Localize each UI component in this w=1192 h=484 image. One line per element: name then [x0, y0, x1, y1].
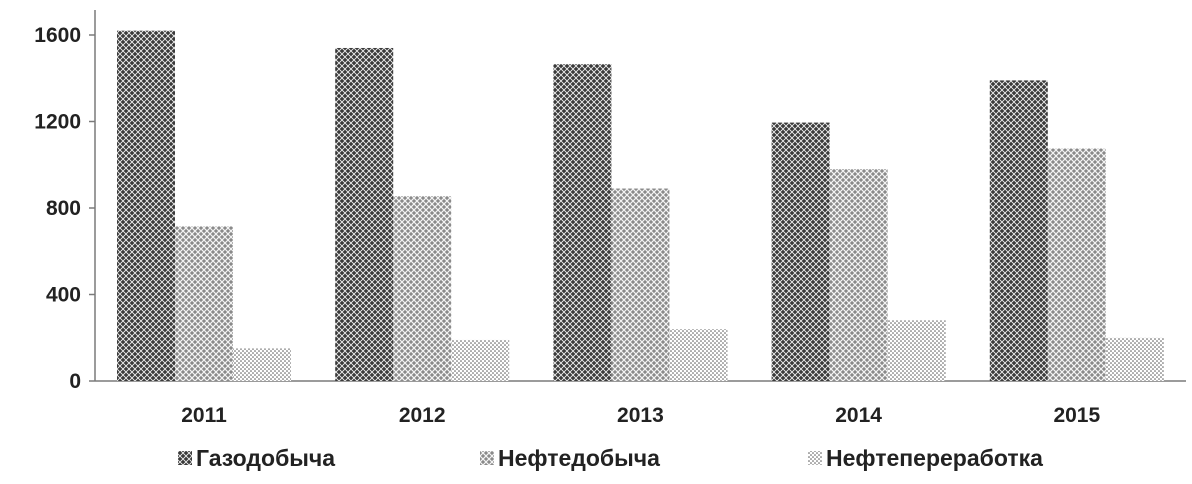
- legend-label: Нефтепереработка: [826, 445, 1043, 471]
- legend-label: Газодобыча: [196, 445, 335, 471]
- bar-2-2015: [1047, 148, 1106, 381]
- bar-1-2013: [553, 64, 612, 381]
- legend-swatch: [480, 451, 494, 465]
- bar-2-2012: [393, 196, 452, 381]
- legend-swatch: [178, 451, 192, 465]
- legend-label: Нефтедобыча: [498, 445, 660, 471]
- bar-3-2015: [1105, 337, 1164, 381]
- legend-swatch: [808, 451, 822, 465]
- y-tick-label: 800: [46, 197, 81, 220]
- bar-3-2013: [669, 329, 728, 381]
- bar-2-2013: [611, 188, 670, 381]
- y-tick-label: 400: [46, 284, 81, 307]
- bar-1-2014: [771, 122, 830, 382]
- bar-3-2012: [451, 339, 510, 381]
- bar-1-2011: [117, 30, 175, 382]
- y-tick-label: 1200: [34, 111, 81, 134]
- x-tick-label: 2011: [181, 404, 227, 427]
- bar-1-2012: [335, 47, 394, 381]
- x-tick-label: 2013: [617, 404, 664, 427]
- x-tick-label: 2012: [399, 404, 446, 427]
- x-tick-label: 2014: [835, 404, 882, 427]
- bar-2-2011: [175, 226, 233, 381]
- y-tick-label: 0: [69, 370, 81, 393]
- bar-1-2015: [989, 80, 1048, 381]
- bar-3-2014: [887, 320, 946, 381]
- bar-3-2011: [233, 348, 291, 381]
- bar-2-2014: [829, 169, 888, 381]
- y-tick-label: 1600: [34, 24, 81, 47]
- x-tick-label: 2015: [1053, 404, 1100, 427]
